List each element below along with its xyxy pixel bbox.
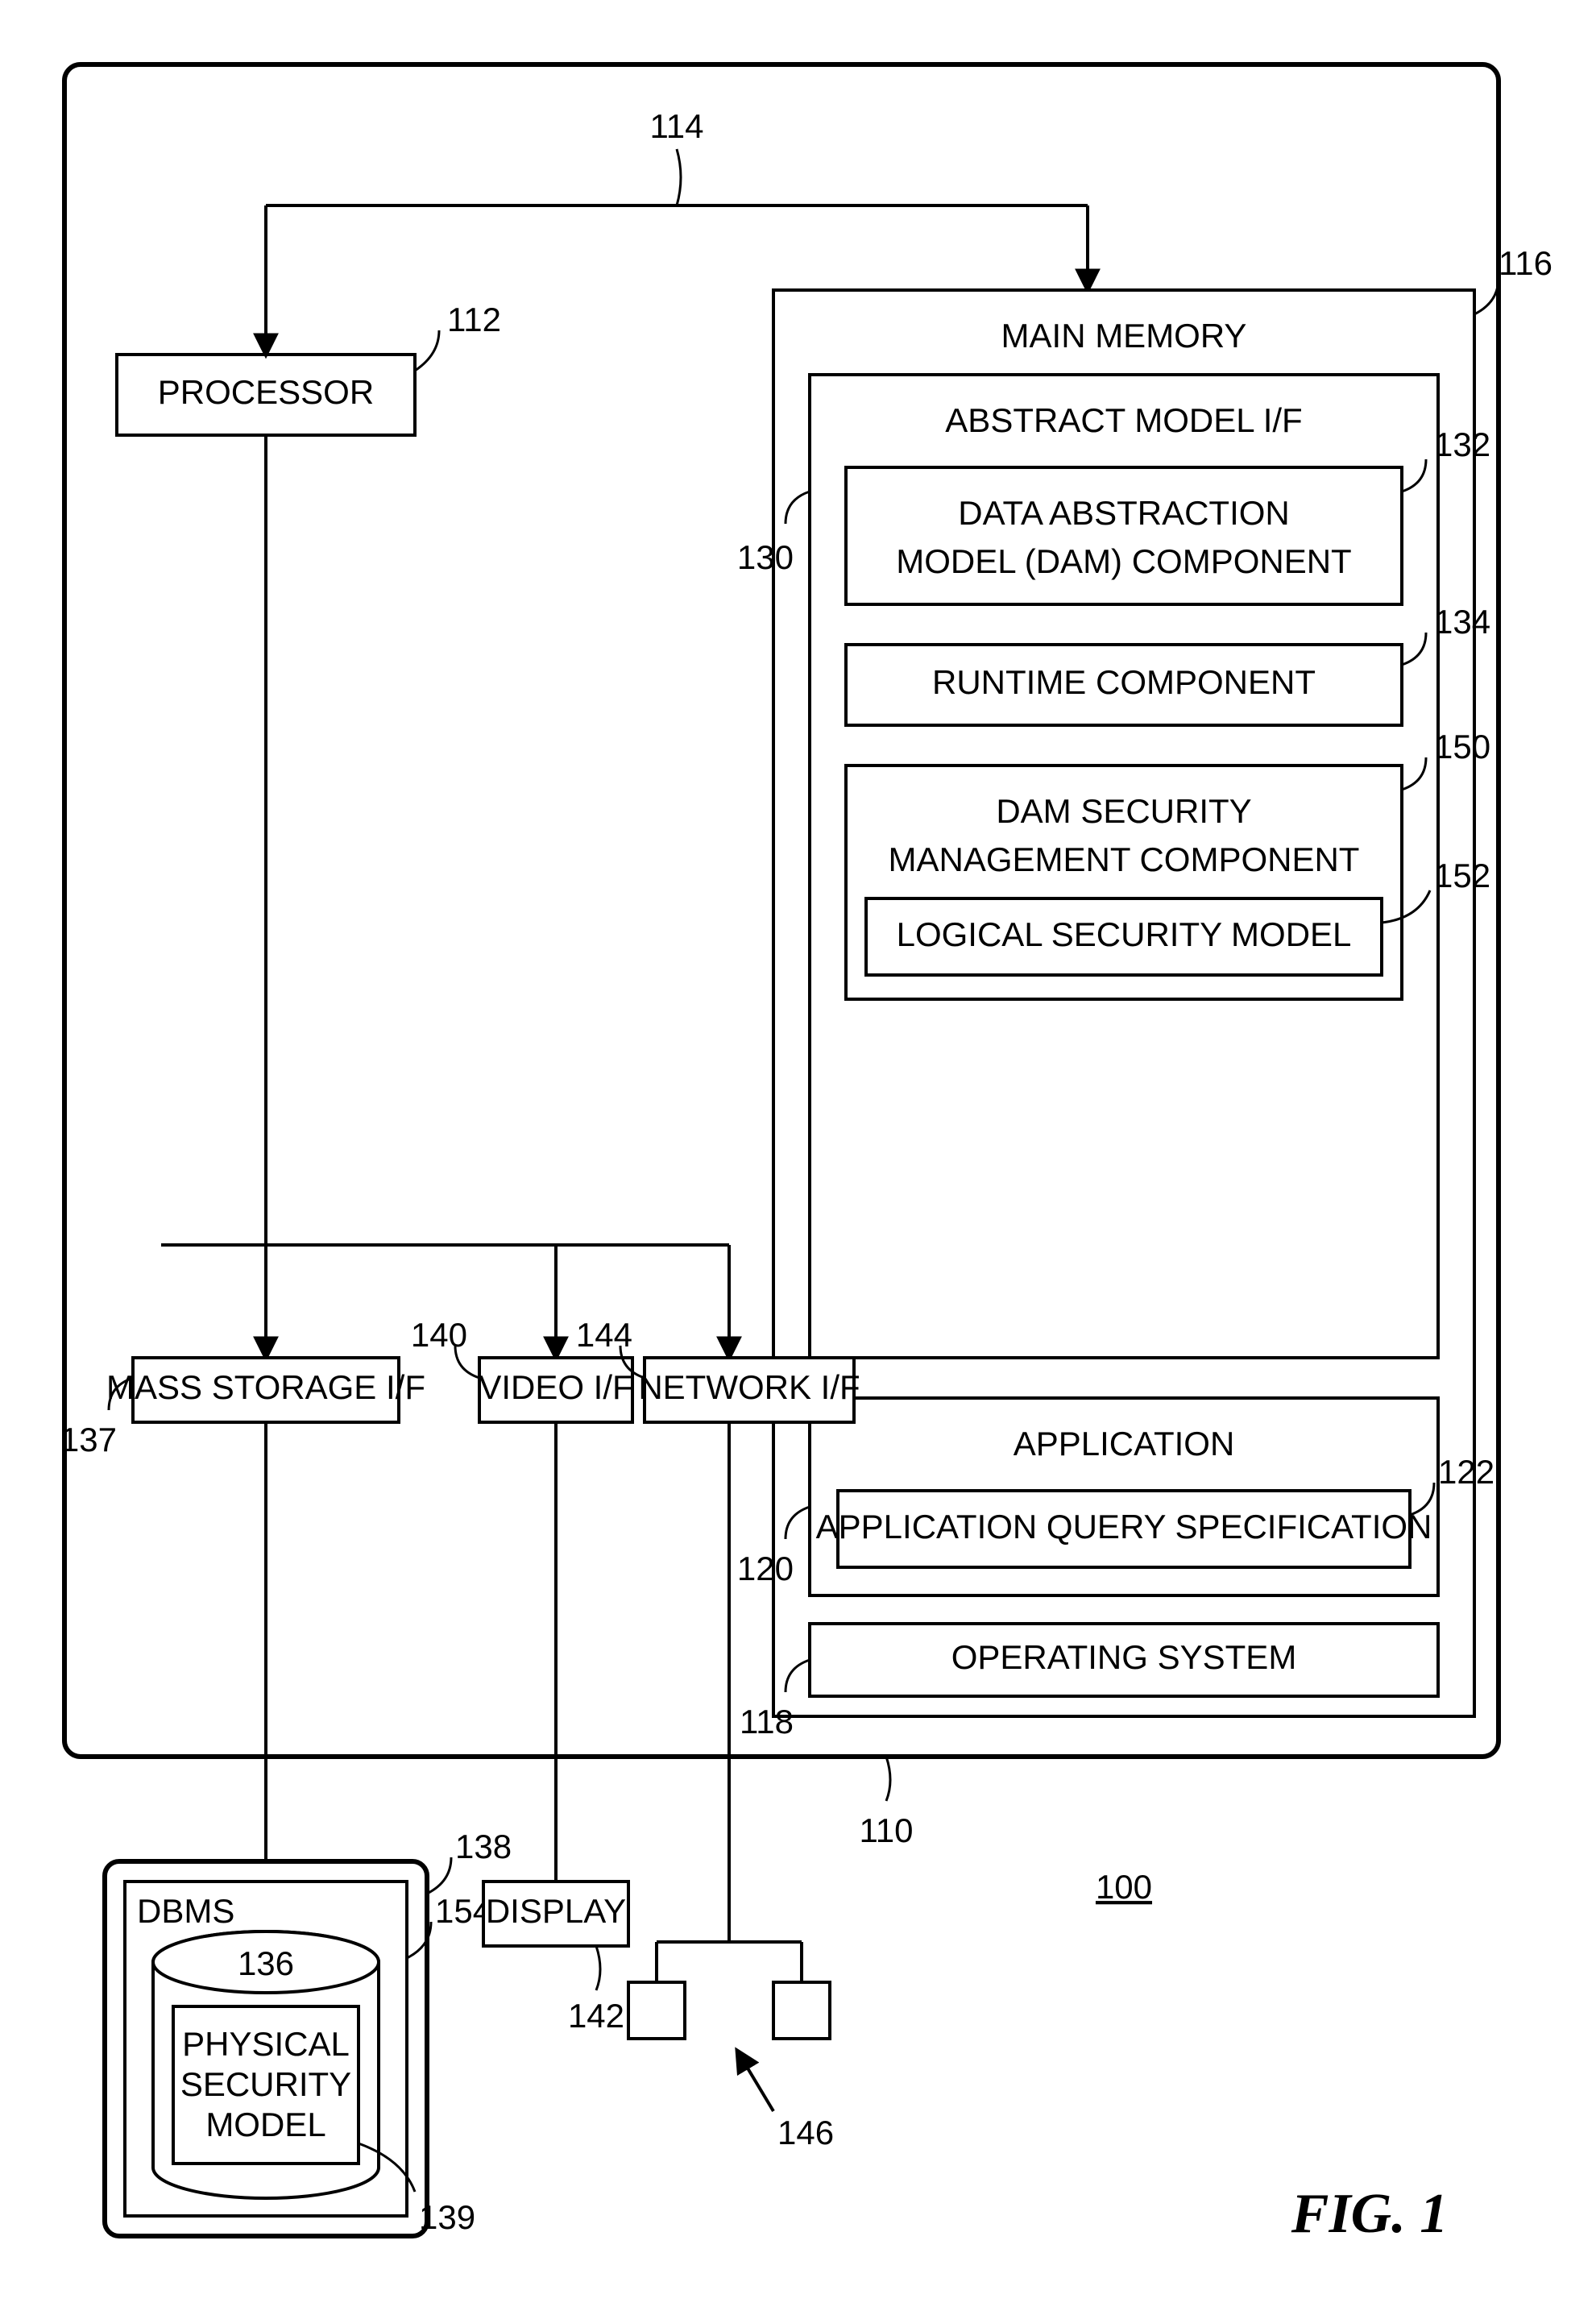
network-devices-icon xyxy=(628,1890,830,2039)
db-ref: 136 xyxy=(238,1944,294,1982)
app-query-spec-label: APPLICATION QUERY SPECIFICATION xyxy=(816,1508,1432,1546)
processor-ref: 112 xyxy=(447,301,501,338)
app-query-spec-ref: 122 xyxy=(1438,1453,1494,1491)
video-if-ref: 140 xyxy=(411,1316,467,1354)
network-if-label: NETWORK I/F xyxy=(638,1368,860,1406)
network-devices-ref: 146 xyxy=(777,2114,834,2151)
dam-component-box xyxy=(846,467,1402,604)
logical-security-model-label: LOGICAL SECURITY MODEL xyxy=(897,915,1352,953)
display-ref-leader xyxy=(596,1946,600,1990)
mass-storage-if-label: MASS STORAGE I/F xyxy=(106,1368,425,1406)
main-memory-label: MAIN MEMORY xyxy=(1001,317,1247,355)
runtime-component-label: RUNTIME COMPONENT xyxy=(932,663,1316,701)
dam-component-ref: 132 xyxy=(1434,425,1490,463)
operating-system-ref: 118 xyxy=(740,1703,794,1741)
system-ref: 100 xyxy=(1096,1868,1152,1906)
mass-storage-if-ref: 137 xyxy=(60,1421,117,1458)
psm-label-3: MODEL xyxy=(205,2106,325,2143)
dam-security-ref: 150 xyxy=(1434,728,1490,765)
network-devices-ref-arrow xyxy=(737,2051,773,2111)
dam-component-label-2: MODEL (DAM) COMPONENT xyxy=(896,542,1351,580)
application-ref: 120 xyxy=(737,1550,794,1587)
abstract-model-if-label: ABSTRACT MODEL I/F xyxy=(945,401,1302,439)
runtime-component-ref: 134 xyxy=(1434,603,1490,641)
logical-security-model-ref: 152 xyxy=(1434,857,1490,894)
psm-label-1: PHYSICAL xyxy=(182,2025,350,2063)
dbms-ref-leader xyxy=(427,1857,451,1894)
dam-component-label-1: DATA ABSTRACTION xyxy=(958,494,1290,532)
bus-ref: 114 xyxy=(650,107,704,145)
system-block-diagram: PROCESSOR 112 114 MAIN MEMORY 116 ABSTRA… xyxy=(0,0,1596,2311)
processor-label: PROCESSOR xyxy=(158,373,374,411)
outer-ref-leader xyxy=(886,1757,890,1801)
dbms-ref: 138 xyxy=(455,1828,512,1865)
network-if-ref: 144 xyxy=(576,1316,632,1354)
psm-label-2: SECURITY xyxy=(180,2065,351,2103)
video-if-label: VIDEO I/F xyxy=(479,1368,632,1406)
display-label: DISPLAY xyxy=(486,1892,626,1930)
dbms-label: DBMS xyxy=(137,1892,234,1930)
abstract-model-if-ref: 130 xyxy=(737,538,794,576)
dam-security-label-2: MANAGEMENT COMPONENT xyxy=(889,840,1360,878)
dam-security-label-1: DAM SECURITY xyxy=(996,792,1251,830)
figure-label: FIG. 1 xyxy=(1291,2183,1448,2245)
application-label: APPLICATION xyxy=(1014,1425,1235,1463)
display-ref: 142 xyxy=(568,1997,624,2035)
operating-system-label: OPERATING SYSTEM xyxy=(951,1638,1297,1676)
psm-ref: 139 xyxy=(419,2198,475,2236)
outer-ref: 110 xyxy=(860,1811,914,1849)
main-memory-ref: 116 xyxy=(1499,244,1552,282)
